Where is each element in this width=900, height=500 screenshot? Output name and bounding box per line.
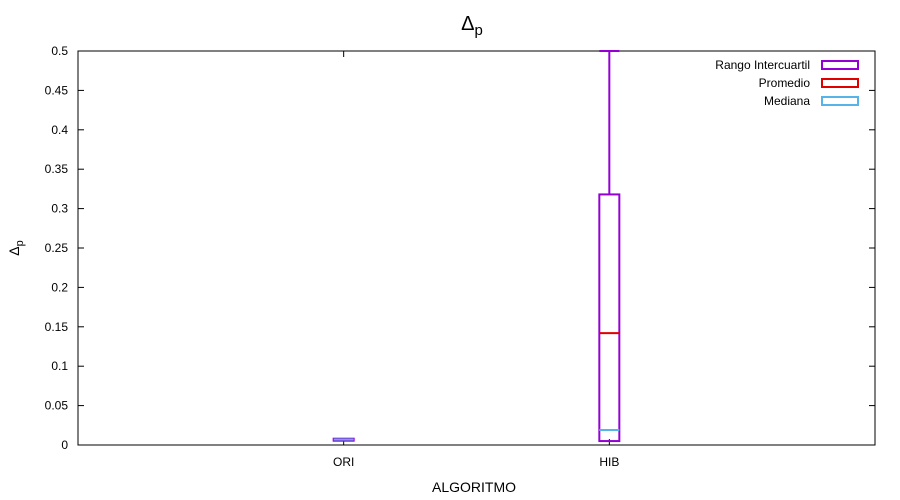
legend-swatch [821, 60, 859, 70]
legend: Rango Intercuartil Promedio Mediana [715, 58, 859, 108]
plot-frame [77, 50, 876, 446]
iqr-box [598, 193, 621, 443]
y-tick-label: 0.1 [51, 359, 68, 373]
y-tick-label: 0.25 [45, 241, 69, 255]
y-tick-label: 0.05 [45, 399, 69, 413]
x-axis: ORI HIB [333, 51, 619, 469]
x-tick-label: ORI [333, 455, 354, 469]
y-tick-label: 0.3 [51, 202, 68, 216]
chart-title-subscript: p [475, 22, 483, 39]
x-axis-label: ALGORITMO [432, 479, 516, 495]
legend-swatch [821, 96, 859, 106]
y-tick-label: 0.15 [45, 320, 69, 334]
y-axis-label: Δp [6, 240, 26, 255]
y-tick-label: 0.5 [51, 44, 68, 58]
y-axis: 0 0.05 0.1 0.15 0.2 0.25 0.3 0.35 0.4 0.45 0.5 [45, 44, 875, 452]
legend-label: Promedio [759, 76, 811, 90]
chart-title: Δp [461, 13, 483, 39]
y-tick-label: 0 [61, 438, 68, 452]
legend-label: Mediana [764, 94, 810, 108]
y-tick-label: 0.35 [45, 162, 69, 176]
y-axis-label-subscript: p [14, 240, 26, 246]
y-axis-label-main: Δ [6, 246, 22, 255]
y-tick-label: 0.2 [51, 280, 68, 294]
chart-title-main: Δ [461, 13, 474, 35]
boxes-group [332, 50, 621, 443]
legend-swatch [821, 78, 859, 88]
y-tick-label: 0.4 [51, 123, 68, 137]
y-tick-label: 0.45 [45, 83, 69, 97]
legend-label: Rango Intercuartil [715, 58, 810, 72]
x-tick-label: HIB [599, 455, 619, 469]
